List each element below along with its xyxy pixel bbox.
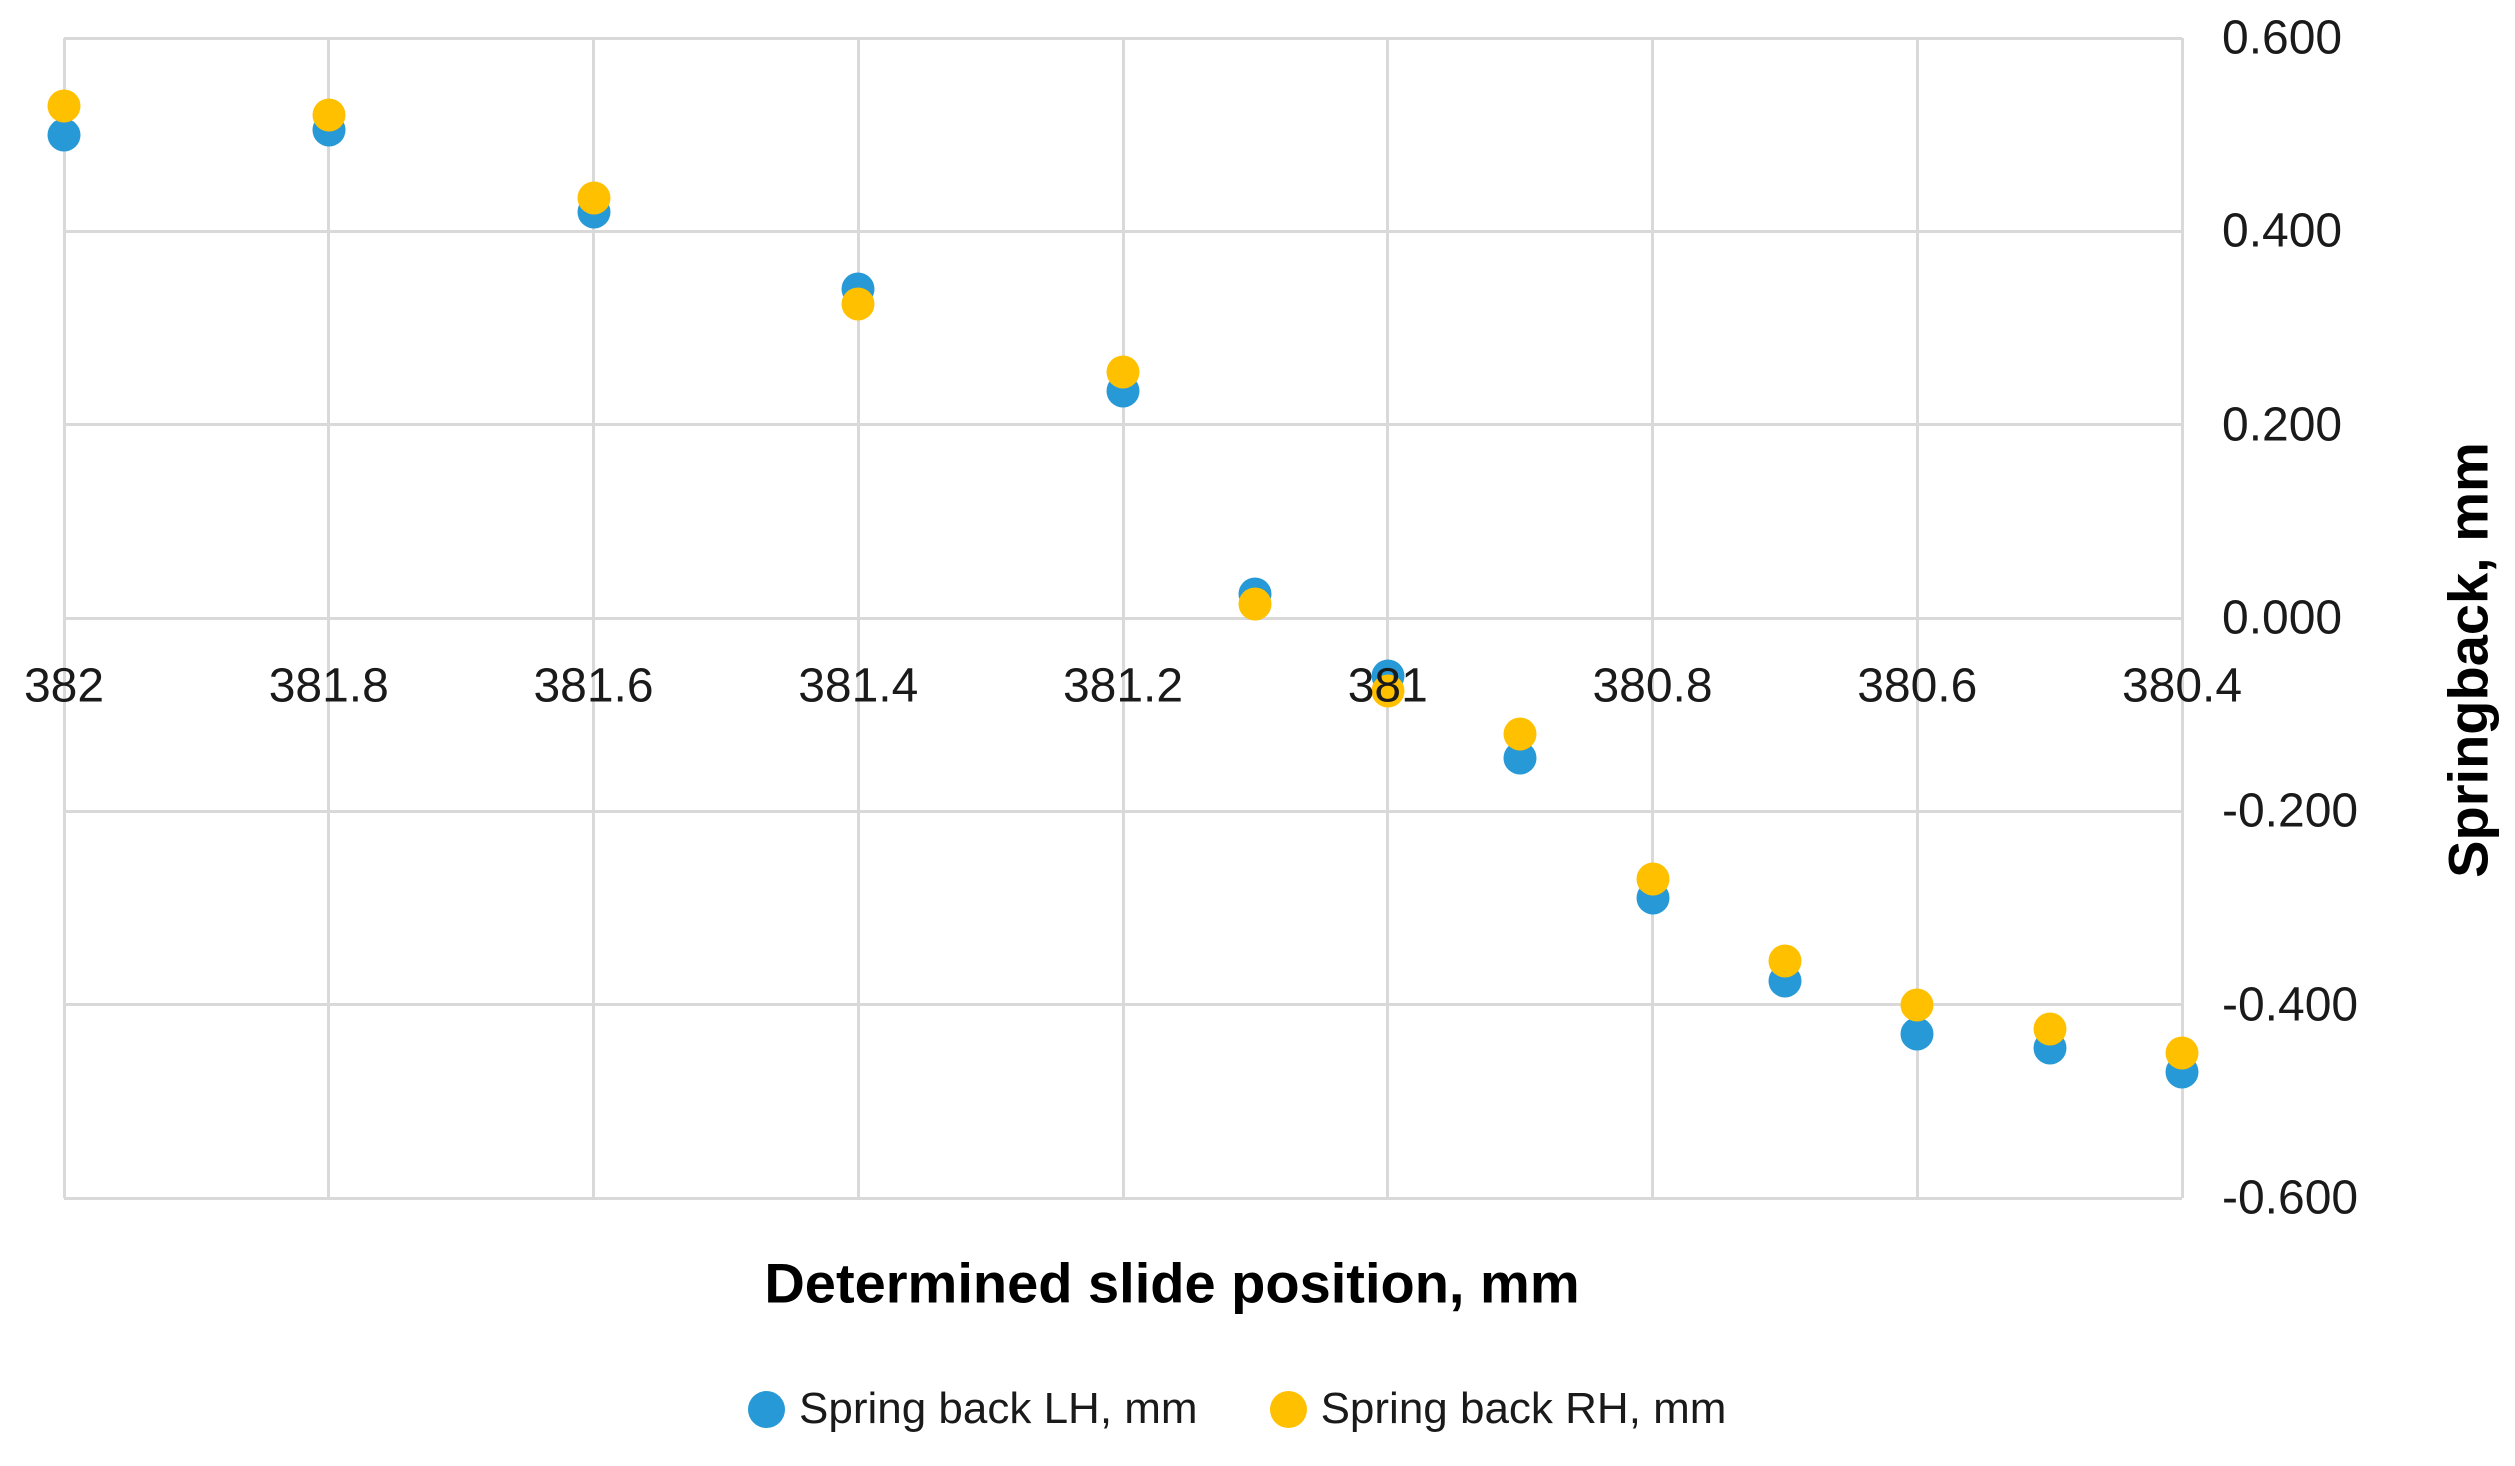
horizontal-gridline (64, 1003, 2182, 1007)
vertical-gridline (2180, 38, 2184, 1198)
horizontal-gridline (64, 616, 2182, 620)
data-point-rh (1900, 988, 1934, 1022)
data-point-lh (47, 118, 81, 152)
legend-marker-lh-icon (748, 1390, 785, 1428)
y-axis-tick-label: -0.600 (2222, 1171, 2359, 1225)
data-point-rh (1503, 717, 1537, 751)
horizontal-gridline (64, 229, 2182, 233)
x-axis-tick-label: 381.4 (798, 659, 919, 713)
horizontal-gridline (64, 36, 2182, 40)
x-axis-tick-label: 381.6 (533, 659, 654, 713)
x-axis-title: Determined slide position, mm (764, 1251, 1580, 1315)
y-axis-title: Springback, mm (2436, 442, 2500, 878)
y-axis-tick-label: 0.600 (2222, 11, 2343, 65)
y-axis-tick-label: 0.400 (2222, 204, 2343, 258)
data-point-rh (1371, 674, 1405, 707)
x-axis-tick-label: 381.8 (268, 659, 389, 713)
data-point-rh (312, 98, 346, 132)
legend-label-lh: Spring back LH, mm (799, 1384, 1198, 1433)
horizontal-gridline (64, 1196, 2182, 1200)
data-point-rh (2033, 1012, 2067, 1046)
legend-label-rh: Spring back RH, mm (1320, 1384, 1727, 1433)
data-point-rh (1768, 944, 1802, 978)
x-axis-tick-label: 382 (23, 659, 105, 713)
legend-marker-rh-icon (1269, 1390, 1307, 1428)
data-point-rh (47, 89, 81, 123)
y-axis-tick-label: 0.200 (2222, 398, 2343, 452)
x-axis-tick-label: 381.2 (1062, 659, 1184, 713)
data-point-rh (2165, 1036, 2199, 1070)
data-point-rh (841, 287, 875, 321)
horizontal-gridline (64, 423, 2182, 427)
y-axis-tick-label: -0.400 (2222, 978, 2359, 1032)
y-axis-tick-label: 0.000 (2222, 591, 2343, 645)
x-axis-tick-label: 380.4 (2121, 659, 2243, 713)
legend-item-spring-back-rh: Spring back RH, mm (1269, 1384, 1727, 1434)
x-axis-tick-label: 380.8 (1592, 659, 1713, 713)
x-axis-tick-label: 381 (1347, 659, 1428, 713)
legend: Spring back LH, mm Spring back RH, mm (748, 1384, 1726, 1434)
horizontal-gridline (64, 809, 2182, 813)
data-point-rh (1238, 587, 1272, 620)
x-axis-tick-label: 380.6 (1857, 659, 1978, 713)
legend-item-spring-back-lh: Spring back LH, mm (748, 1384, 1198, 1434)
data-point-rh (1636, 862, 1669, 896)
y-axis-tick-label: -0.200 (2222, 784, 2359, 838)
data-point-lh (1900, 1017, 1934, 1051)
data-point-rh (577, 181, 610, 214)
data-point-rh (1106, 355, 1140, 388)
